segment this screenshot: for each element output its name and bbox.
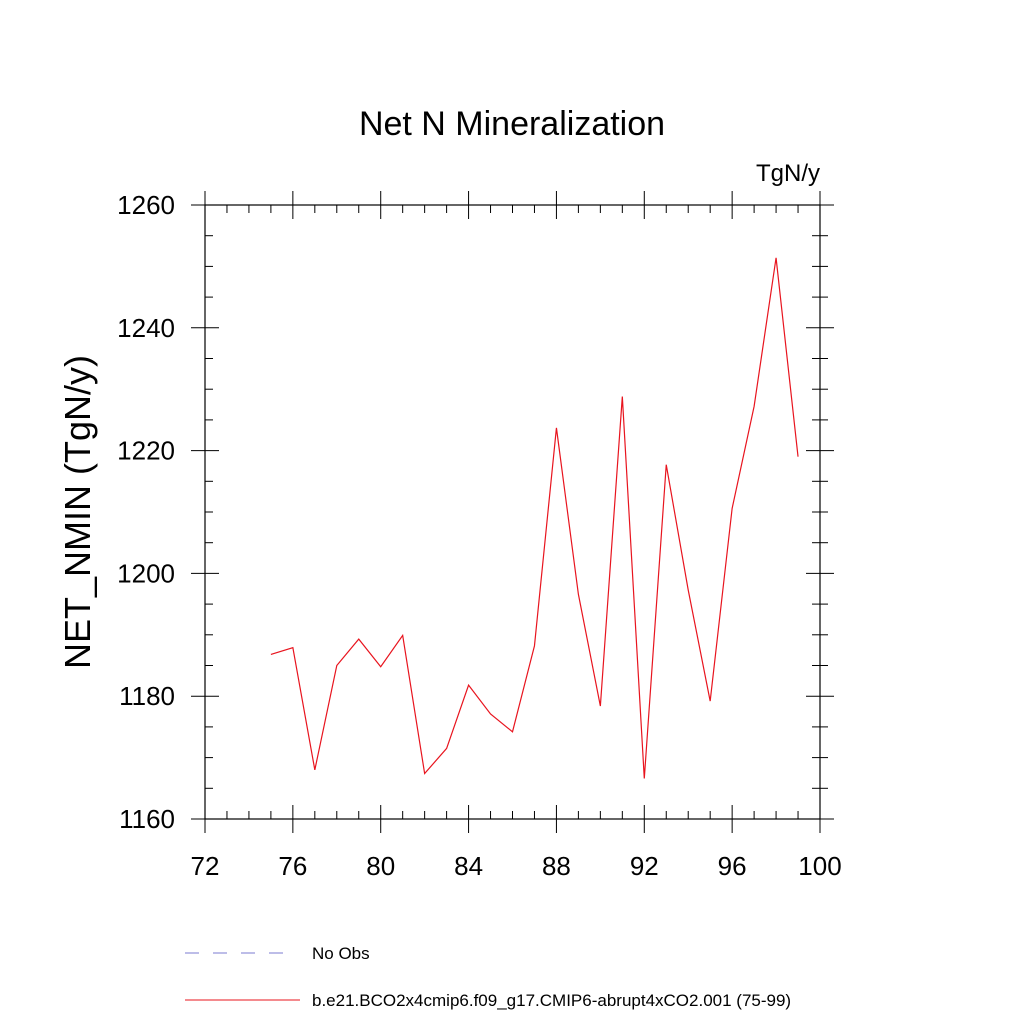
- series-layer: [271, 258, 798, 779]
- y-tick-label: 1160: [119, 804, 175, 834]
- y-tick-label: 1200: [117, 558, 175, 588]
- x-tick-label: 100: [798, 851, 841, 881]
- x-tick-label: 84: [454, 851, 483, 881]
- plot-frame: [205, 205, 820, 819]
- y-tick-label: 1260: [117, 190, 175, 220]
- x-tick-label: 76: [278, 851, 307, 881]
- axis-tick-labels: 72 76 80 84 88 92 96 100 1160 1180 1200 1220 1240 126…: [117, 190, 842, 881]
- legend-label-model: b.e21.BCO2x4cmip6.f09_g17.CMIP6-abrupt4x…: [312, 991, 791, 1010]
- y-tick-label: 1220: [117, 436, 175, 466]
- x-tick-label: 88: [542, 851, 571, 881]
- x-tick-label: 72: [191, 851, 220, 881]
- units-label: TgN/y: [756, 160, 820, 187]
- x-tick-label: 92: [630, 851, 659, 881]
- y-tick-label: 1240: [117, 313, 175, 343]
- axis-ticks: [191, 191, 834, 833]
- series-line: [271, 258, 798, 779]
- chart-title: Net N Mineralization: [359, 105, 665, 143]
- x-tick-label: 96: [718, 851, 747, 881]
- legend: No Obs b.e21.BCO2x4cmip6.f09_g17.CMIP6-a…: [185, 944, 791, 1010]
- legend-label-no-obs: No Obs: [312, 944, 370, 963]
- x-tick-label: 80: [366, 851, 395, 881]
- y-axis-label: NET_NMIN (TgN/y): [57, 355, 98, 669]
- y-tick-label: 1180: [119, 681, 175, 711]
